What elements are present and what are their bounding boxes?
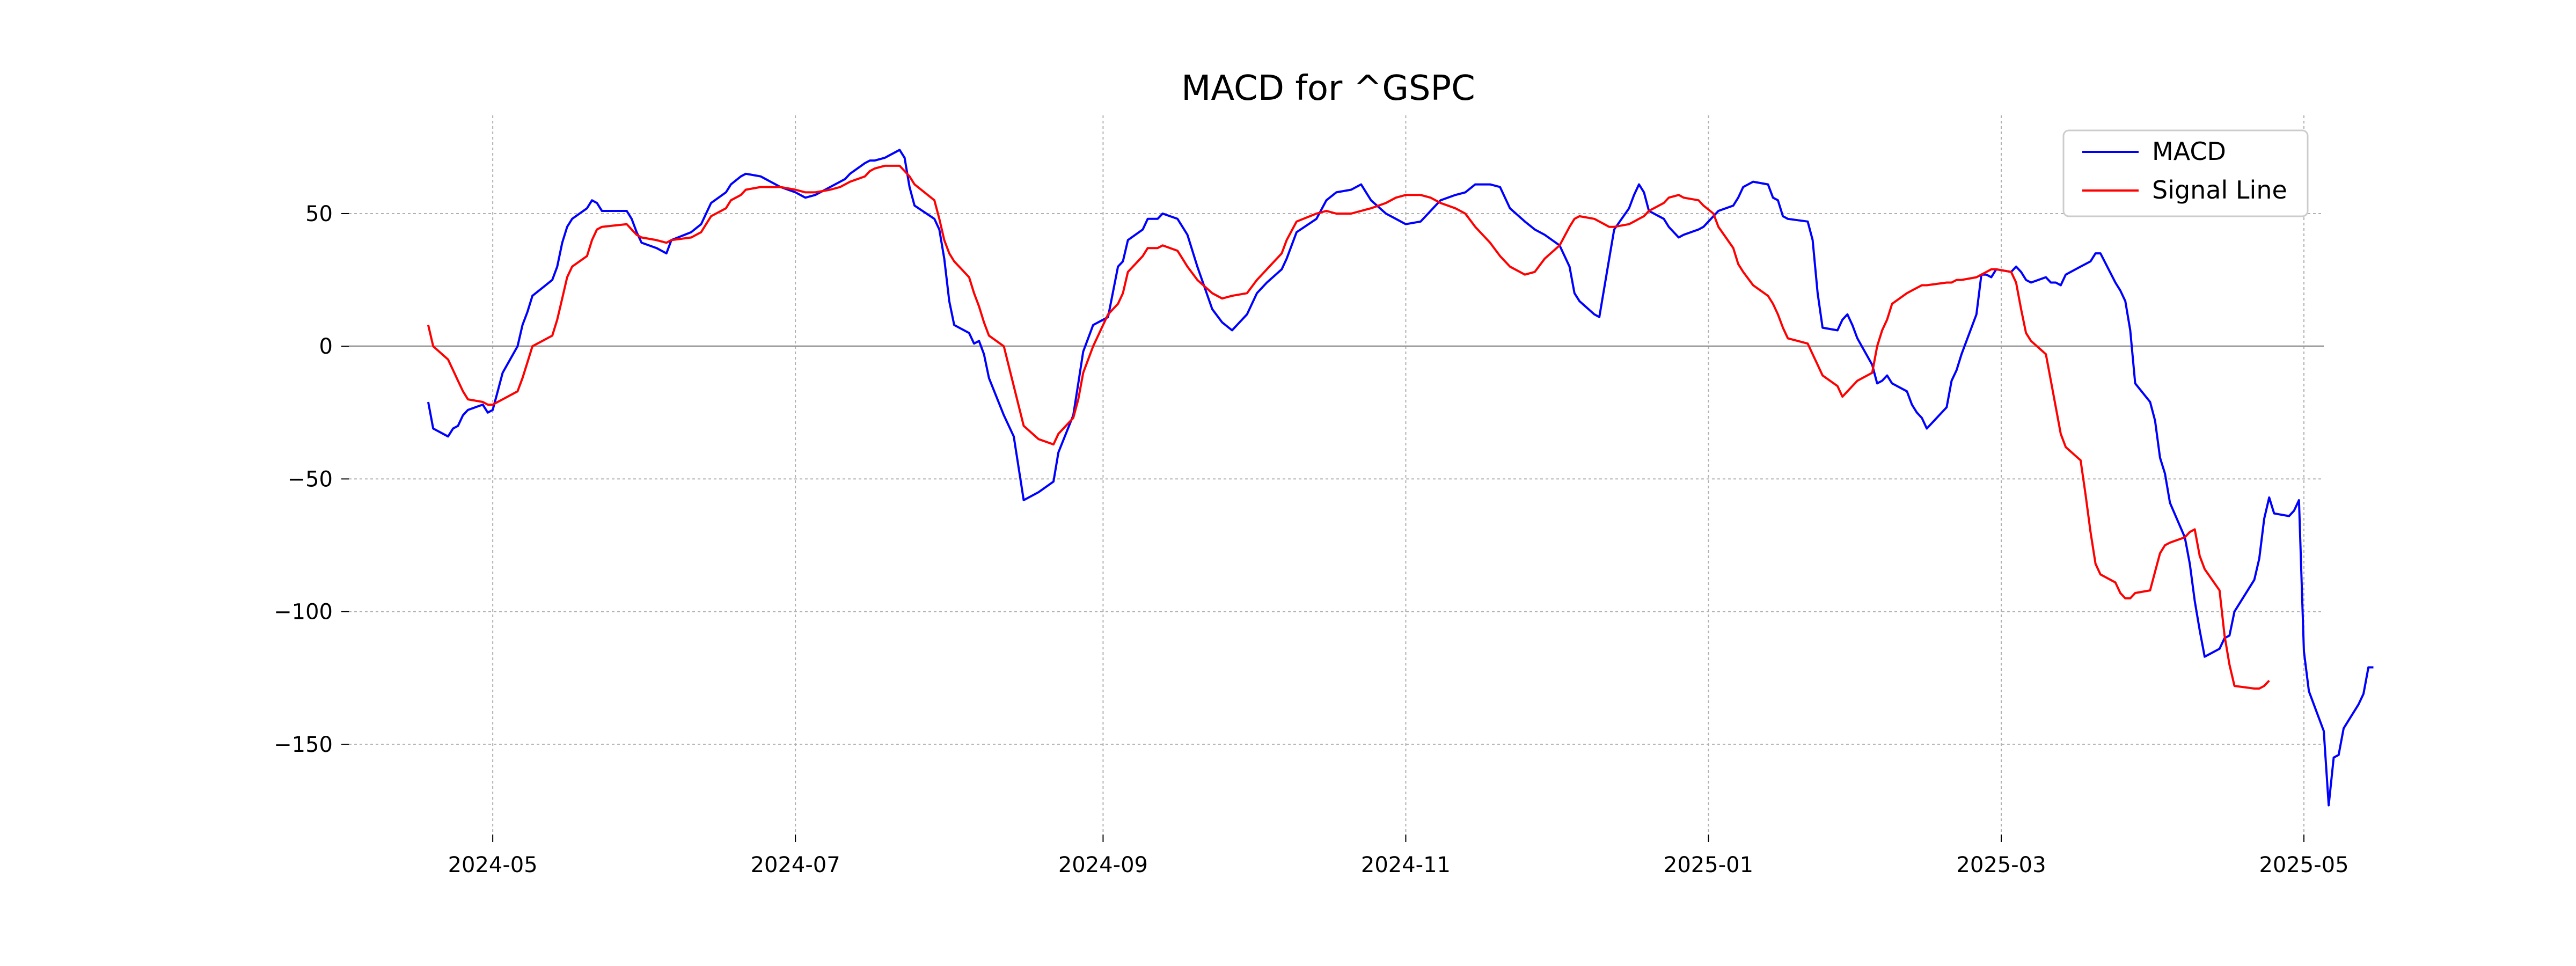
x-tick-label-2024-07: 2024-07 <box>751 853 840 877</box>
y-axis-ticks: 50 0 −50 −100 −150 <box>274 202 349 757</box>
x-tick-label-2025-01: 2025-01 <box>1664 853 1753 877</box>
chart-title: MACD for ^GSPC <box>1181 69 1475 108</box>
x-tick-label-2025-05: 2025-05 <box>2259 853 2348 877</box>
y-tick-label-0: 0 <box>319 334 333 359</box>
legend-label-signal-line: Signal Line <box>2152 175 2287 204</box>
y-tick-label-100: −100 <box>274 600 333 625</box>
x-axis-ticks: 2024-05 2024-07 2024-09 2024-11 2025-01 2025-… <box>448 835 2349 877</box>
x-tick-label-2025-03: 2025-03 <box>1956 853 2046 877</box>
x-tick-label-2024-05: 2024-05 <box>448 853 538 877</box>
x-tick-label-2024-09: 2024-09 <box>1058 853 1148 877</box>
series-line-signal-line <box>427 164 2270 690</box>
y-tick-label-50: 50 <box>305 202 333 226</box>
series-lines <box>427 149 2374 807</box>
y-tick-label-50: −50 <box>288 467 333 492</box>
series-line-macd <box>427 149 2374 807</box>
y-tick-label-150: −150 <box>274 733 333 757</box>
legend: MACD Signal Line <box>2062 129 2309 217</box>
x-tick-label-2024-11: 2024-11 <box>1361 853 1451 877</box>
legend-label-macd: MACD <box>2152 137 2226 166</box>
grid-lines <box>349 115 2324 835</box>
